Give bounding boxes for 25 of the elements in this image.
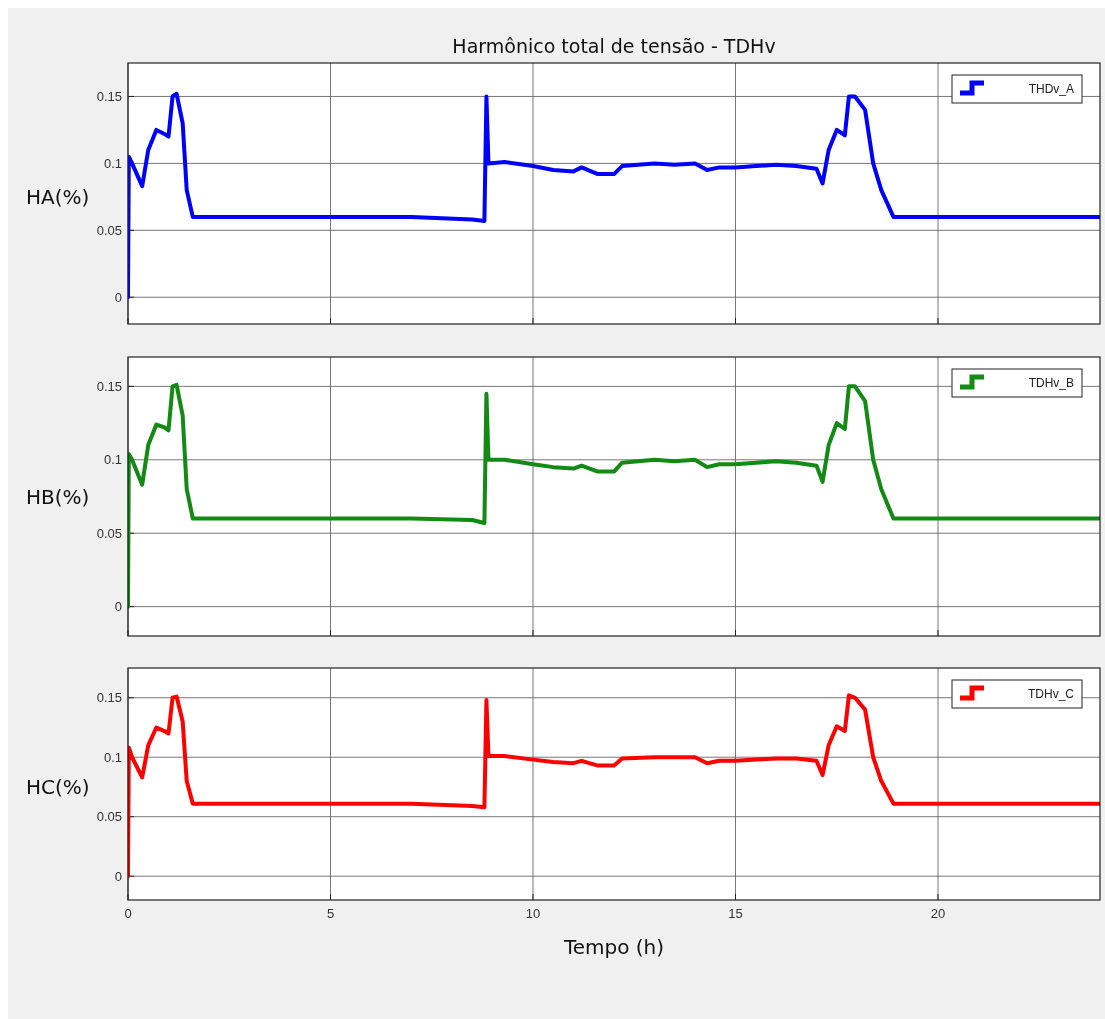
legend: TDHv_B xyxy=(951,368,1083,398)
y-tick-label: 0.05 xyxy=(96,809,122,825)
y-tick-label: 0.15 xyxy=(96,690,122,706)
x-axis-title: Tempo (h) xyxy=(562,935,665,959)
y-axis-title: HC(%) xyxy=(26,774,90,799)
chart-title: Harmônico total de tensão - TDHv xyxy=(452,35,776,57)
y-tick-label: 0.1 xyxy=(103,452,122,468)
x-tick-label: 15 xyxy=(728,906,743,921)
y-tick-label: 0.05 xyxy=(96,525,122,541)
y-axis-title: HA(%) xyxy=(26,184,90,209)
y-tick-label: 0 xyxy=(114,599,122,615)
y-tick-label: 0.1 xyxy=(103,749,122,765)
y-axis-title: HB(%) xyxy=(26,484,90,509)
x-tick-label: 5 xyxy=(326,906,335,921)
x-tick-label: 10 xyxy=(525,906,541,921)
y-tick-label: 0 xyxy=(114,868,122,884)
y-tick-label: 0 xyxy=(114,289,122,305)
y-tick-label: 0.1 xyxy=(103,155,122,171)
legend: TDHv_C xyxy=(951,679,1083,709)
y-tick-label: 0.15 xyxy=(96,378,122,394)
legend: THDv_A xyxy=(951,74,1083,104)
y-tick-label: 0.05 xyxy=(96,222,122,238)
x-tick-label: 20 xyxy=(930,906,946,921)
x-tick-label: 0 xyxy=(124,906,132,921)
y-tick-label: 0.15 xyxy=(96,89,122,105)
